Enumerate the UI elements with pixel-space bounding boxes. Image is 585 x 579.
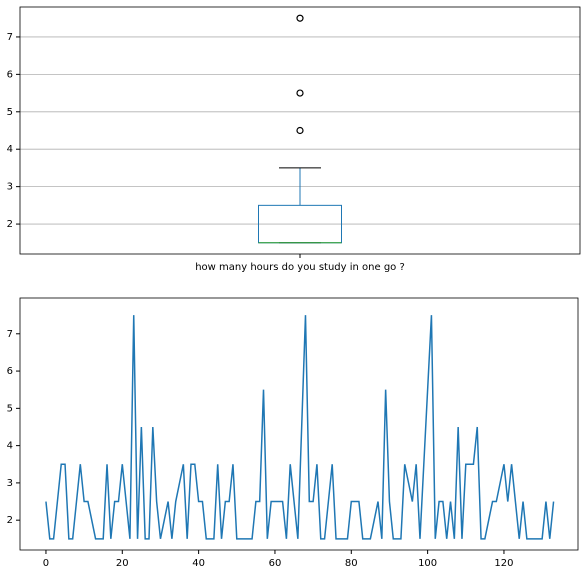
y-tick-label: 5 — [7, 403, 13, 414]
y-tick-label: 4 — [7, 144, 13, 155]
x-tick-label: 80 — [345, 558, 358, 569]
y-tick-label: 2 — [7, 515, 13, 526]
x-tick-label: 100 — [418, 558, 437, 569]
flier — [296, 14, 304, 22]
flier — [296, 126, 304, 135]
flier — [296, 89, 304, 97]
y-tick-label: 3 — [7, 182, 13, 193]
y-tick-label: 5 — [7, 107, 13, 118]
y-tick-label: 4 — [7, 441, 13, 452]
x-tick-label: how many hours do you study in one go ? — [195, 262, 405, 273]
line — [45, 315, 555, 540]
x-tick-label: 60 — [269, 558, 282, 569]
y-tick-label: 6 — [7, 69, 13, 80]
y-tick-label: 6 — [7, 366, 13, 377]
y-tick-label: 7 — [7, 329, 13, 340]
x-tick-label: 0 — [43, 558, 49, 569]
x-tick-label: 40 — [192, 558, 205, 569]
x-tick-label: 20 — [116, 558, 129, 569]
y-tick-label: 2 — [7, 219, 13, 230]
axes-frame — [19, 6, 581, 255]
axes-frame — [19, 297, 579, 551]
y-tick-label: 7 — [7, 32, 13, 43]
y-tick-label: 3 — [7, 478, 13, 489]
x-tick-label: 120 — [494, 558, 513, 569]
